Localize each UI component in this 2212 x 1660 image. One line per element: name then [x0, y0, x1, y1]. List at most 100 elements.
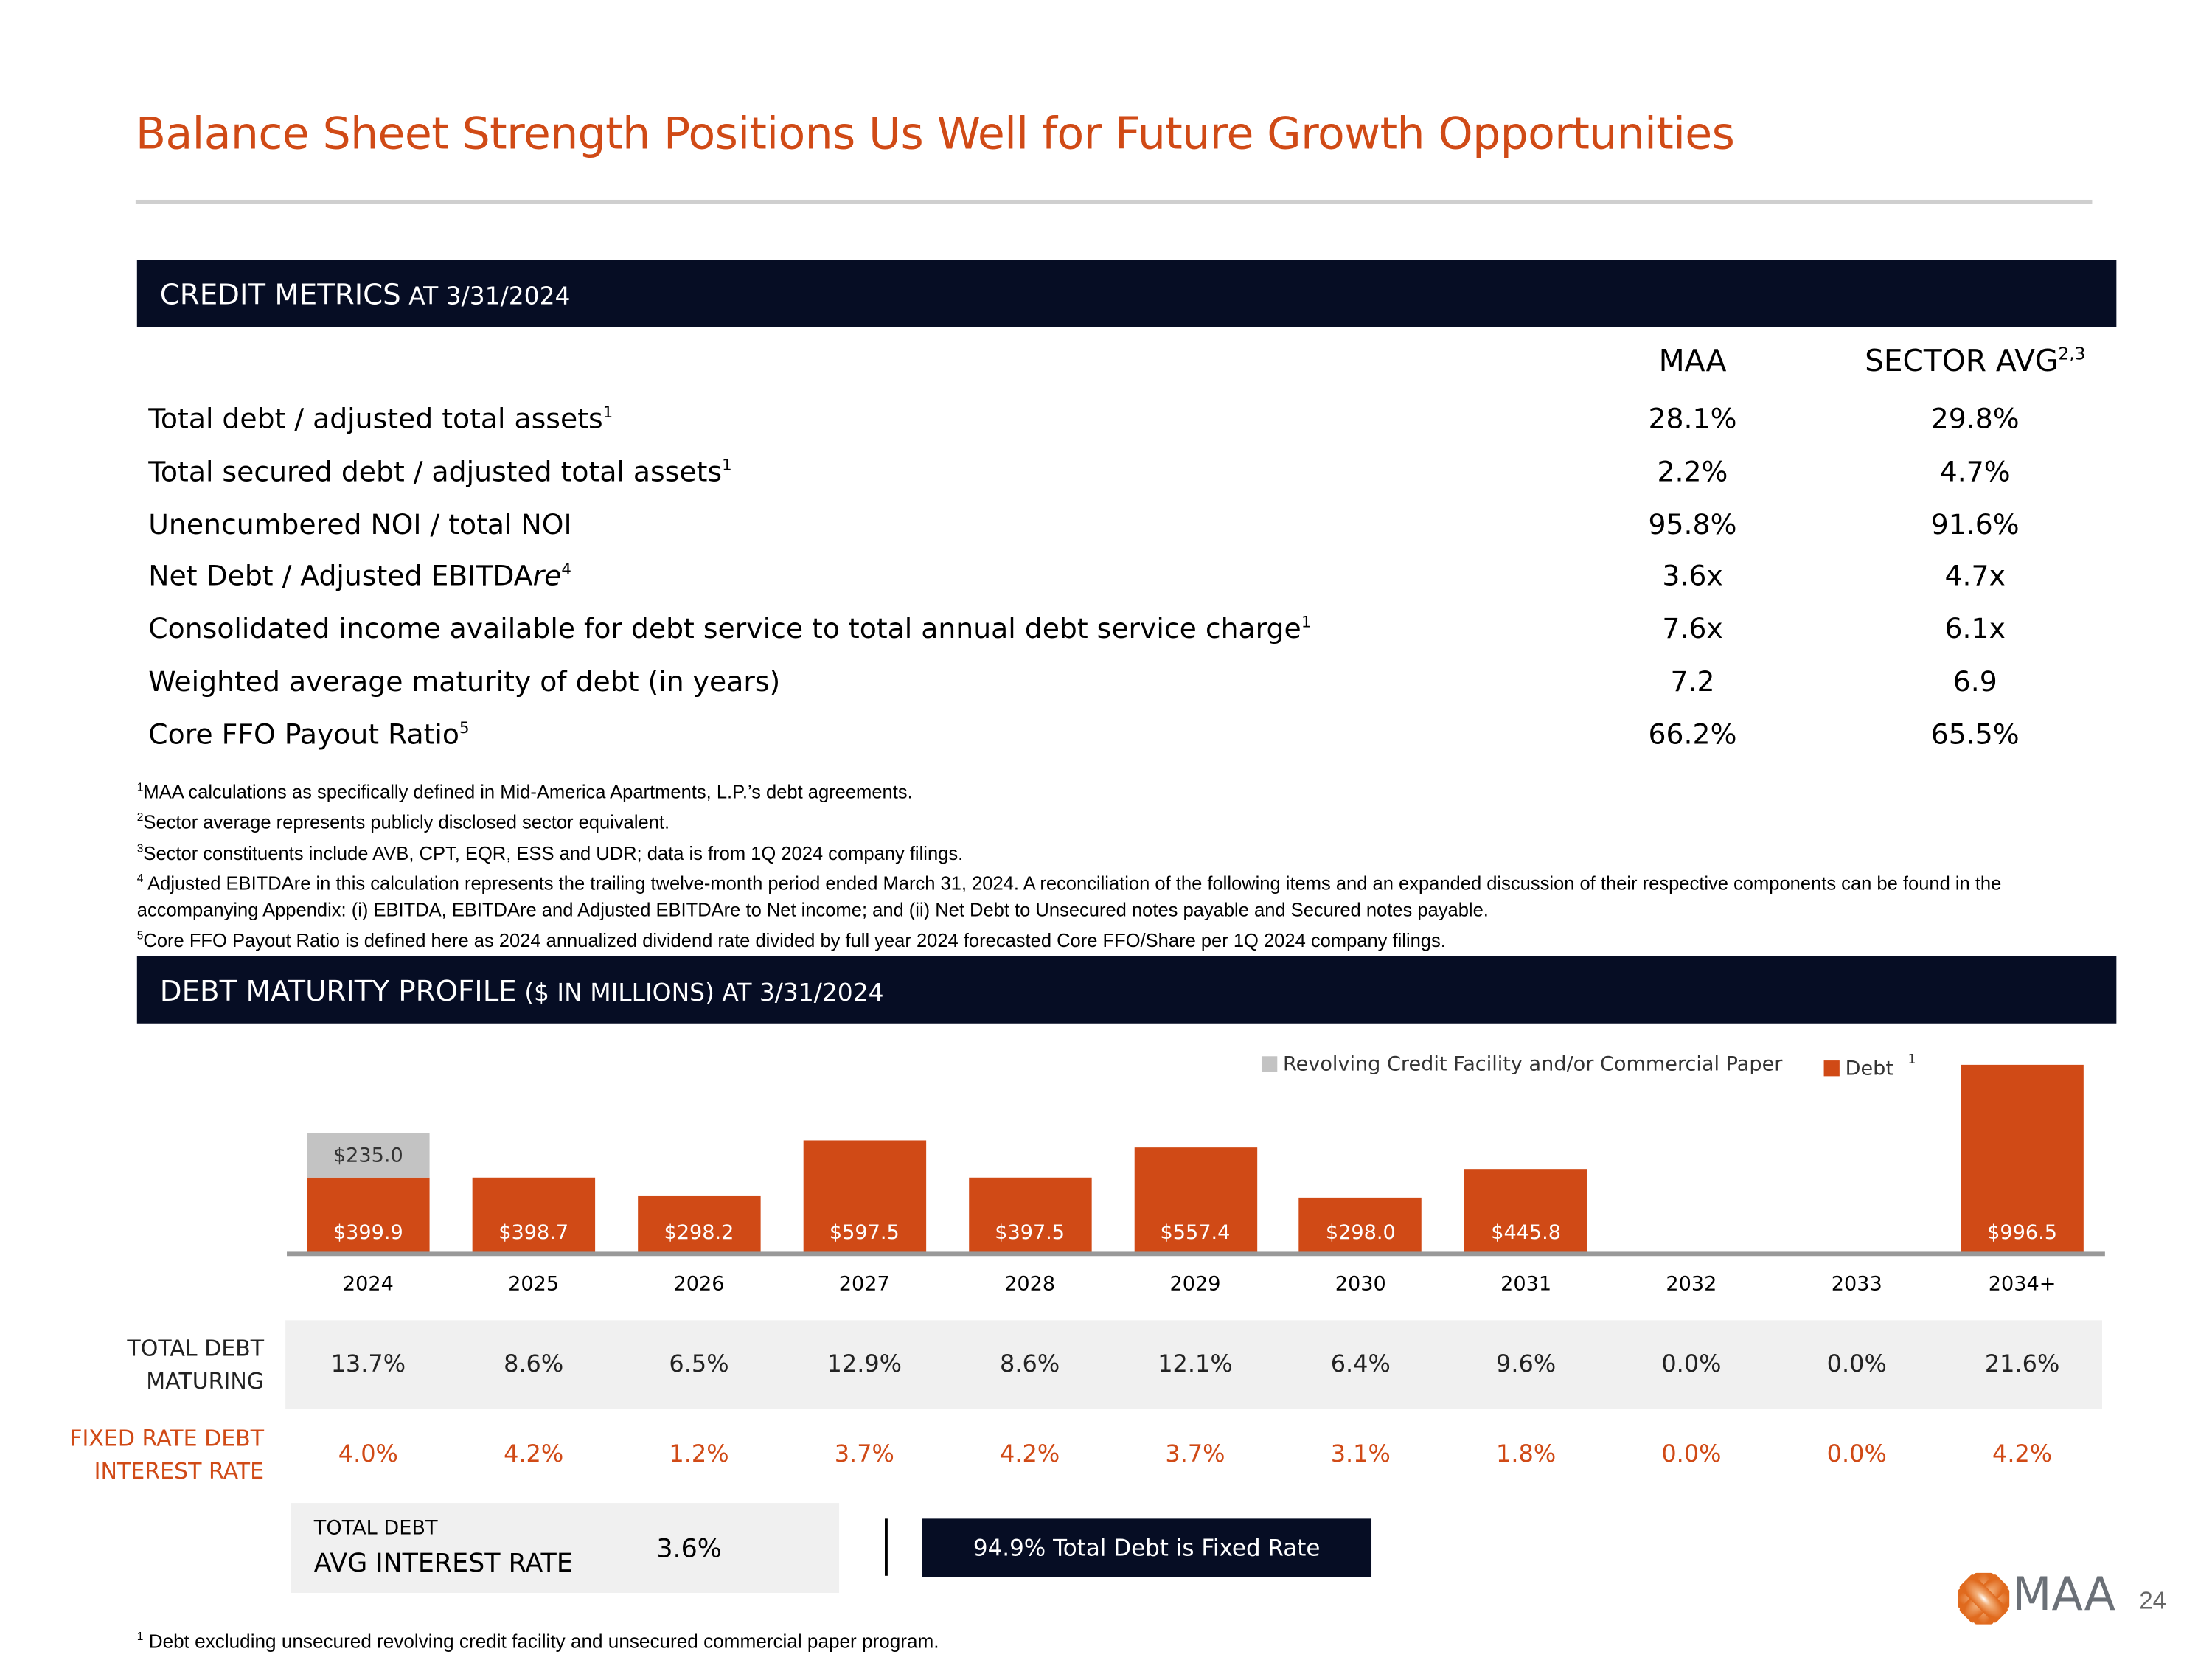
metric-row: Total secured debt / adjusted total asse… [148, 455, 2118, 498]
header-subtext: ($ IN MILLIONS) AT 3/31/2024 [516, 979, 884, 1008]
bar-debt [1133, 1147, 1257, 1254]
header-subtext: AT 3/31/2024 [400, 282, 571, 311]
chart-baseline [287, 1251, 2105, 1257]
total-maturing-value: 8.6% [1000, 1350, 1060, 1378]
footnote: 2Sector average represents publicly disc… [137, 805, 2035, 836]
metric-sup: 5 [459, 718, 470, 737]
metric-row: Net Debt / Adjusted EBITDAre4 3.6x 4.7x [148, 560, 2118, 602]
metric-sector-value: 65.5% [1930, 718, 2020, 751]
fixed-rate-value: 1.8% [1496, 1440, 1557, 1468]
metric-label: Weighted average maturity of debt (in ye… [148, 665, 780, 698]
bar-debt [472, 1178, 595, 1254]
fixed-rate-value: 3.1% [1330, 1440, 1391, 1468]
avg-interest-box: TOTAL DEBT AVG INTEREST RATE 3.6% [291, 1503, 840, 1594]
footnote-number: 1 [136, 1630, 144, 1643]
metric-sector-value: 91.6% [1930, 508, 2020, 541]
metric-sector-value: 29.8% [1930, 402, 2020, 436]
metric-sector-value: 4.7% [1939, 455, 2011, 488]
avg-label-1: TOTAL DEBT [313, 1517, 438, 1541]
metric-maa-value: 28.1% [1648, 402, 1737, 436]
metric-row: Unencumbered NOI / total NOI 95.8% 91.6% [148, 508, 2118, 551]
metric-label: Net Debt / Adjusted EBITDAre4 [148, 560, 571, 593]
bar-value-label: $397.5 [995, 1221, 1065, 1245]
metric-row: Consolidated income available for debt s… [148, 612, 2118, 655]
footnote-text: Sector constituents include AVB, CPT, EQ… [143, 842, 964, 864]
metric-label-text: Consolidated income available for debt s… [148, 612, 1301, 645]
bar-value-label: $996.5 [1987, 1221, 2058, 1245]
footnote: 5Core FFO Payout Ratio is defined here a… [137, 923, 2035, 953]
total-maturing-value: 8.6% [504, 1350, 564, 1378]
bar-debt [307, 1177, 430, 1254]
avg-value: 3.6% [656, 1534, 722, 1565]
label-line: FIXED RATE DEBT [69, 1425, 265, 1452]
bar-value-label: $298.2 [664, 1221, 734, 1245]
col-header-sector: SECTOR AVG2,3 [1832, 344, 2118, 378]
header-text: DEBT MATURITY PROFILE [159, 973, 517, 1008]
legend-sup: 1 [1907, 1053, 1916, 1068]
logo-starburst-icon [1958, 1572, 2010, 1625]
bar-value-label: $557.4 [1160, 1221, 1231, 1245]
bar-debt [637, 1196, 761, 1254]
fixed-rate-callout: 94.9% Total Debt is Fixed Rate [922, 1518, 1372, 1577]
col-header-sector-sup: 2,3 [2058, 344, 2086, 364]
label-line: TOTAL DEBT [127, 1336, 265, 1362]
bar-value-label: $298.0 [1325, 1221, 1396, 1245]
metric-maa-value: 2.2% [1657, 455, 1728, 488]
metric-sector-value: 6.9 [1952, 664, 1997, 698]
fixed-rate-value: 1.2% [669, 1440, 729, 1468]
footnote: 1MAA calculations as specifically define… [137, 775, 2035, 805]
fixed-rate-value: 0.0% [1661, 1440, 1722, 1468]
fixed-rate-value: 4.2% [504, 1440, 564, 1468]
metric-label: Core FFO Payout Ratio5 [148, 718, 469, 751]
fixed-rate-value: 3.7% [834, 1440, 894, 1468]
metric-label: Consolidated income available for debt s… [148, 612, 1311, 645]
footnote-number: 5 [136, 928, 144, 942]
fixed-rate-value: 3.7% [1165, 1440, 1225, 1468]
col-header-sector-text: SECTOR AVG [1865, 344, 2059, 378]
footnote-number: 4 [136, 872, 144, 886]
bar-revolving [307, 1133, 430, 1178]
metric-label-text: Core FFO Payout Ratio [148, 718, 460, 751]
x-tick-label: 2034+ [1988, 1273, 2056, 1296]
x-tick-label: 2030 [1335, 1273, 1386, 1296]
x-tick-label: 2027 [838, 1273, 890, 1296]
metric-maa-value: 7.6x [1662, 612, 1723, 645]
metric-sup: 1 [602, 403, 613, 422]
footnote-text: Core FFO Payout Ratio is defined here as… [143, 928, 1446, 951]
metric-label-text: Unencumbered NOI / total NOI [148, 508, 572, 541]
metric-label-text: Weighted average maturity of debt (in ye… [148, 664, 781, 698]
x-tick-label: 2033 [1831, 1273, 1882, 1296]
legend-revolving: Revolving Credit Facility and/or Commerc… [1261, 1053, 1782, 1076]
footnote-number: 2 [136, 811, 144, 824]
metric-label-italic: re [532, 559, 562, 593]
metric-row: Core FFO Payout Ratio5 66.2% 65.5% [148, 718, 2118, 761]
bar-debt [803, 1140, 926, 1254]
total-maturing-value: 0.0% [1826, 1350, 1887, 1378]
total-maturing-value: 0.0% [1661, 1350, 1722, 1378]
metric-maa-value: 3.6x [1662, 559, 1723, 593]
header-text: CREDIT METRICS [159, 277, 401, 311]
metric-sup: 1 [1301, 613, 1312, 632]
bar-debt [1961, 1064, 2084, 1254]
footnote-text: MAA calculations as specifically defined… [143, 781, 913, 803]
metric-label: Unencumbered NOI / total NOI [148, 508, 571, 541]
metric-maa-value: 95.8% [1648, 508, 1737, 541]
total-maturing-value: 12.9% [827, 1350, 902, 1378]
x-tick-label: 2031 [1500, 1273, 1552, 1296]
legend-swatch [1261, 1056, 1278, 1072]
metric-label: Total debt / adjusted total assets1 [148, 403, 613, 436]
metric-label-text: Net Debt / Adjusted EBITDA [148, 559, 533, 593]
x-tick-label: 2028 [1004, 1273, 1056, 1296]
x-tick-label: 2026 [673, 1273, 725, 1296]
bar-debt [968, 1178, 1091, 1254]
logo-text: MAA [2012, 1567, 2115, 1622]
debt-maturity-chart: $399.9 $235.0 2024 $398.7 2025 $298.2 2026 $597… [307, 1064, 2084, 1296]
avg-label-2: AVG INTEREST RATE [313, 1549, 573, 1579]
x-tick-label: 2025 [508, 1273, 560, 1296]
metric-maa-value: 66.2% [1648, 718, 1737, 751]
fixed-rate-value: 4.0% [338, 1440, 398, 1468]
title-divider [135, 199, 2093, 204]
credit-metrics-header: CREDIT METRICS AT 3/31/2024 [136, 260, 2117, 327]
footnote-number: 3 [136, 841, 144, 855]
total-maturing-row [285, 1320, 2102, 1409]
